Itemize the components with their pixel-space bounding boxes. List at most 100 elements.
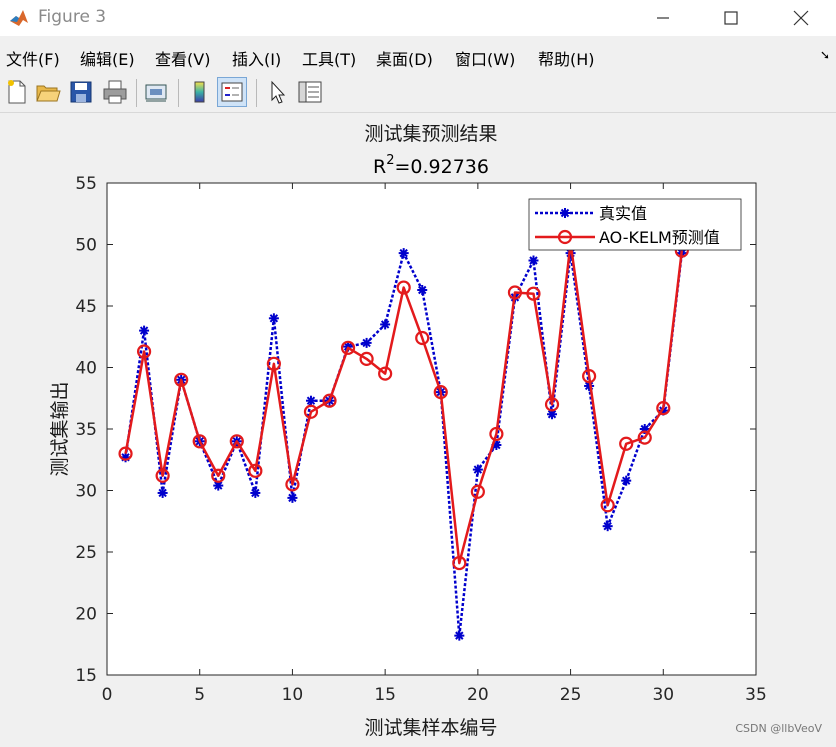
- menu-insert[interactable]: 插入(I): [232, 50, 282, 69]
- watermark: CSDN @llbVeoV: [735, 722, 822, 735]
- data-point-circle: [266, 356, 281, 371]
- window-titlebar: Figure 3: [0, 0, 836, 36]
- menu-tools[interactable]: 工具(T): [302, 50, 357, 69]
- legend-icon: [221, 82, 243, 102]
- data-point-circle: [544, 397, 560, 412]
- window-title: Figure 3: [38, 7, 107, 27]
- close-button[interactable]: [778, 0, 824, 36]
- new-file-button[interactable]: [2, 77, 32, 107]
- data-point-asterisk: [361, 337, 372, 348]
- x-tick-label: 20: [467, 685, 489, 705]
- print-button[interactable]: [100, 77, 130, 107]
- data-point-asterisk: [287, 492, 298, 503]
- plot-background: [107, 183, 756, 675]
- data-point-circle: [285, 477, 300, 492]
- data-point-circle: [470, 484, 485, 499]
- y-tick-label: 50: [75, 236, 97, 256]
- data-point-circle: [582, 369, 597, 384]
- menu-bar: 文件(F) 编辑(E) 查看(V) 插入(I) 工具(T) 桌面(D) 窗口(W…: [0, 40, 836, 72]
- menu-window[interactable]: 窗口(W): [455, 50, 516, 69]
- chart-title: 测试集预测结果: [364, 123, 497, 145]
- series-actual: [120, 248, 687, 641]
- property-editor-button[interactable]: [295, 77, 325, 107]
- series-line: [124, 242, 684, 565]
- legend-button[interactable]: [217, 77, 247, 107]
- data-point-circle: [656, 400, 671, 416]
- save-button[interactable]: [66, 77, 96, 107]
- data-point-circle: [229, 434, 244, 449]
- legend-label-actual: 真实值: [599, 204, 647, 223]
- data-point-asterisk: [528, 255, 539, 266]
- save-icon: [70, 81, 92, 103]
- data-point-asterisk: [250, 487, 261, 498]
- chart-subtitle: R2=0.92736: [373, 153, 489, 178]
- data-point-circle: [174, 372, 189, 387]
- y-tick-label: 25: [75, 543, 97, 563]
- data-point-asterisk: [305, 395, 316, 406]
- open-button[interactable]: [33, 77, 63, 107]
- data-point-circle: [118, 446, 133, 461]
- toolbar-separator: [178, 79, 179, 107]
- chart[interactable]: 测试集预测结果 R2=0.92736 0 5 10 15 20 25 30 35 15 20 25 3…: [0, 113, 836, 743]
- legend-label-pred: AO-KELM预测值: [599, 228, 720, 247]
- y-tick-label: 45: [75, 297, 97, 317]
- minimize-button[interactable]: [640, 0, 686, 36]
- print-preview-button[interactable]: [142, 77, 172, 107]
- print-preview-icon: [145, 84, 167, 102]
- x-tick-label: 35: [745, 685, 767, 705]
- data-point-asterisk: [157, 487, 168, 498]
- legend[interactable]: 真实值 AO-KELM预测值: [528, 198, 742, 251]
- new-file-icon: [8, 80, 26, 104]
- data-point-circle: [322, 393, 337, 408]
- menu-help[interactable]: 帮助(H): [538, 50, 595, 69]
- pointer-button[interactable]: [263, 77, 293, 107]
- x-axis-label: 测试集样本编号: [364, 717, 497, 739]
- data-point-circle: [526, 286, 541, 301]
- data-point-asterisk: [454, 630, 465, 641]
- x-tick-label: 30: [652, 685, 674, 705]
- toolbar-separator: [256, 79, 257, 107]
- series-predicted: [118, 236, 689, 571]
- dock-arrow-icon[interactable]: ➘: [819, 48, 830, 62]
- data-point-asterisk: [139, 325, 150, 336]
- y-axis-label: 测试集输出: [49, 381, 71, 476]
- data-point-circle: [378, 366, 393, 381]
- x-tick-label: 5: [194, 685, 205, 705]
- data-point-asterisk: [380, 319, 391, 330]
- y-tick-label: 55: [75, 174, 97, 194]
- figure-area: 测试集预测结果 R2=0.92736 0 5 10 15 20 25 30 35 15 20 25 3…: [0, 113, 836, 743]
- data-point-asterisk: [472, 464, 483, 475]
- x-tick-label: 15: [374, 685, 396, 705]
- menu-file[interactable]: 文件(F): [6, 50, 60, 69]
- x-tick-label: 0: [102, 685, 113, 705]
- minimize-icon: [657, 17, 669, 19]
- data-point-asterisk: [602, 521, 613, 532]
- data-point-circle: [507, 285, 523, 300]
- menu-view[interactable]: 查看(V): [155, 50, 211, 69]
- data-point-asterisk: [268, 313, 279, 324]
- property-editor-icon: [298, 81, 322, 103]
- menu-edit[interactable]: 编辑(E): [80, 50, 135, 69]
- pointer-icon: [271, 80, 286, 104]
- maximize-button[interactable]: [708, 0, 754, 36]
- x-tick-label: 10: [282, 685, 304, 705]
- menu-desktop[interactable]: 桌面(D): [376, 50, 433, 69]
- legend-marker-pred: [557, 229, 573, 245]
- data-point-circle: [452, 555, 467, 571]
- y-tick-label: 35: [75, 420, 97, 440]
- data-point-circle: [637, 430, 652, 445]
- plot-frame: [106, 182, 757, 676]
- y-tick-label: 15: [75, 666, 97, 686]
- colorbar-button[interactable]: [185, 77, 215, 107]
- maximize-icon: [724, 11, 738, 25]
- y-tick-label: 20: [75, 605, 97, 625]
- matlab-icon: [10, 10, 28, 26]
- toolbar: [0, 74, 836, 113]
- data-point-circle: [155, 468, 170, 483]
- print-icon: [103, 80, 127, 104]
- data-point-circle: [489, 426, 504, 442]
- data-point-asterisk: [621, 475, 632, 486]
- legend-marker-actual: [560, 208, 570, 218]
- data-point-circle: [192, 434, 207, 449]
- data-point-circle: [415, 330, 430, 346]
